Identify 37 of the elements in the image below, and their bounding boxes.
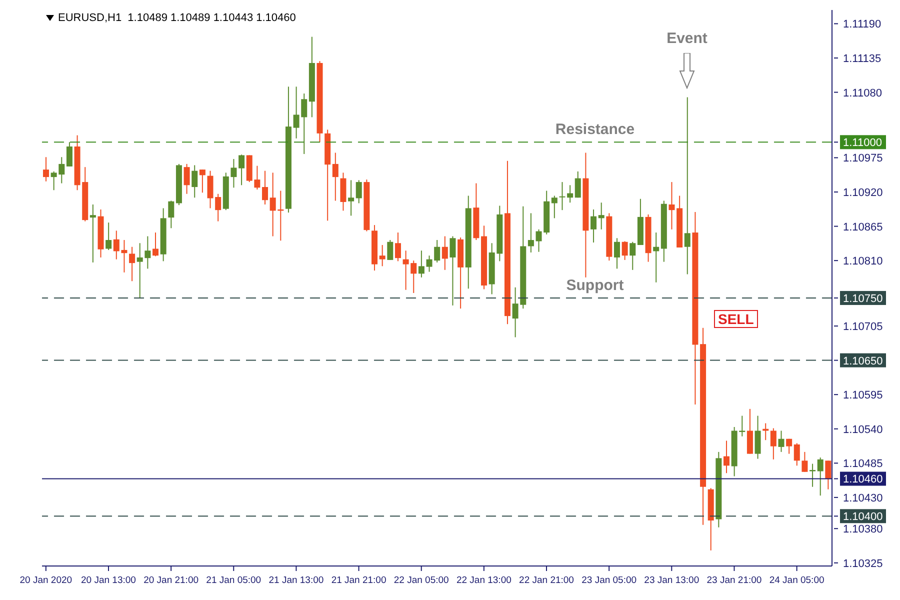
y-tick-label: 1.11135 xyxy=(843,52,882,65)
y-tick-label: 1.10430 xyxy=(843,492,883,504)
y-tick-label: 1.10380 xyxy=(843,524,883,536)
x-tick-label: 21 Jan 05:00 xyxy=(206,575,262,586)
y-tick-label: 1.11000 xyxy=(843,137,882,150)
annotation: Event xyxy=(666,30,708,47)
annotation: SELL xyxy=(714,310,758,328)
y-tick-label: 1.10460 xyxy=(843,474,883,486)
x-tick-label: 22 Jan 21:00 xyxy=(519,575,574,586)
y-tick-label: 1.11080 xyxy=(843,87,882,100)
y-tick-label: 1.10595 xyxy=(843,390,883,402)
x-tick-label: 20 Jan 21:00 xyxy=(144,575,199,586)
x-tick-label: 23 Jan 13:00 xyxy=(644,575,700,586)
x-tick-label: 23 Jan 21:00 xyxy=(706,575,762,586)
y-tick-label: 1.10400 xyxy=(843,511,883,524)
ref-line-label: Resistance xyxy=(555,121,635,138)
y-tick-label: 1.10325 xyxy=(843,558,883,570)
y-tick-label: 1.11190 xyxy=(843,18,882,31)
y-tick-label: 1.10485 xyxy=(843,458,883,470)
y-tick-label: 1.10705 xyxy=(843,321,883,334)
x-tick-label: 24 Jan 05:00 xyxy=(769,575,824,586)
x-tick-label: 20 Jan 13:00 xyxy=(81,575,136,586)
y-tick-label: 1.10540 xyxy=(843,424,883,436)
x-tick-label: 21 Jan 21:00 xyxy=(331,575,386,586)
y-tick-label: 1.10810 xyxy=(843,256,883,268)
y-tick-label: 1.10975 xyxy=(843,152,883,165)
x-tick-label: 21 Jan 13:00 xyxy=(268,575,324,586)
ref-line-label: Support xyxy=(566,276,624,294)
x-tick-label: 22 Jan 13:00 xyxy=(456,575,512,586)
y-tick-label: 1.10920 xyxy=(843,187,883,200)
x-tick-label: 20 Jan 2020 xyxy=(20,575,72,586)
x-tick-label: 22 Jan 05:00 xyxy=(394,575,449,586)
y-tick-label: 1.10750 xyxy=(843,292,883,305)
y-tick-label: 1.10865 xyxy=(843,221,883,234)
y-tick-label: 1.10650 xyxy=(843,355,883,368)
chart-title: EURUSD,H1 1.10489 1.10489 1.10443 1.10460 xyxy=(58,12,296,24)
x-tick-label: 23 Jan 05:00 xyxy=(582,575,637,586)
